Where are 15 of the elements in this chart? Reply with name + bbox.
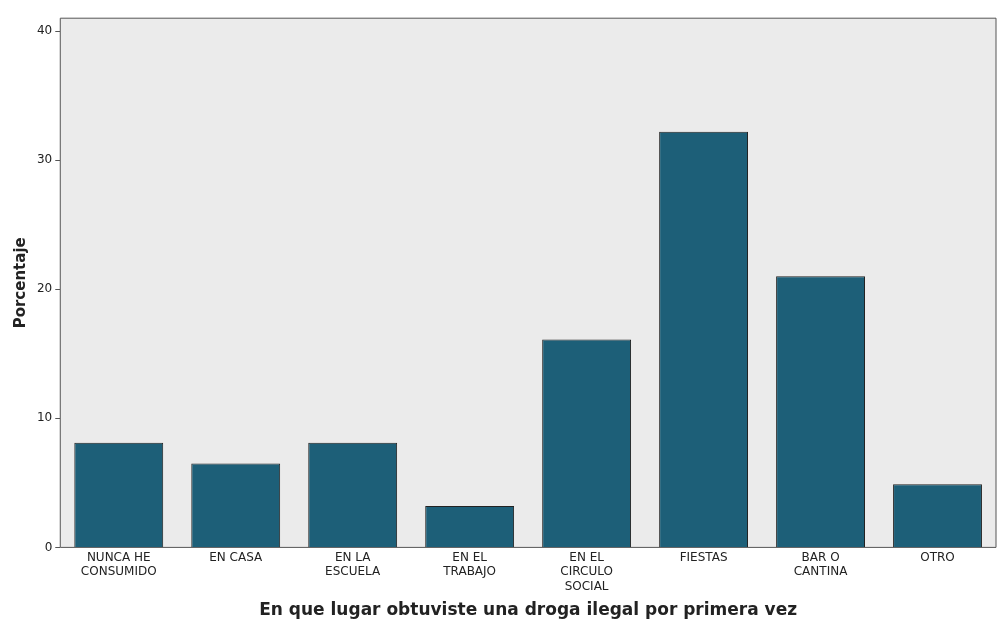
y-tick-label: 30 bbox=[36, 152, 53, 167]
x-tick-label: FIESTAS bbox=[679, 549, 728, 564]
y-tick-label: 40 bbox=[36, 23, 53, 38]
x-axis-title: En que lugar obtuviste una droga ilegal por primera vez bbox=[259, 599, 798, 620]
x-tick-label: EN CASA bbox=[209, 549, 264, 564]
y-axis-title: Porcentaje bbox=[10, 237, 29, 329]
x-tick-label: EN EL TRABAJO bbox=[442, 549, 497, 579]
x-tick-label: EN EL CIRCULO SOCIAL bbox=[560, 549, 613, 593]
y-tick-label: 20 bbox=[36, 281, 53, 296]
y-tick-label: 0 bbox=[44, 539, 53, 554]
x-tick-label: OTRO bbox=[920, 549, 955, 564]
y-tick-label: 10 bbox=[36, 410, 53, 425]
x-tick-label: EN LA ESCUELA bbox=[325, 549, 382, 579]
x-tick-label: NUNCA HE CONSUMIDO bbox=[80, 549, 157, 579]
x-tick-label: BAR O CANTINA bbox=[793, 549, 849, 579]
